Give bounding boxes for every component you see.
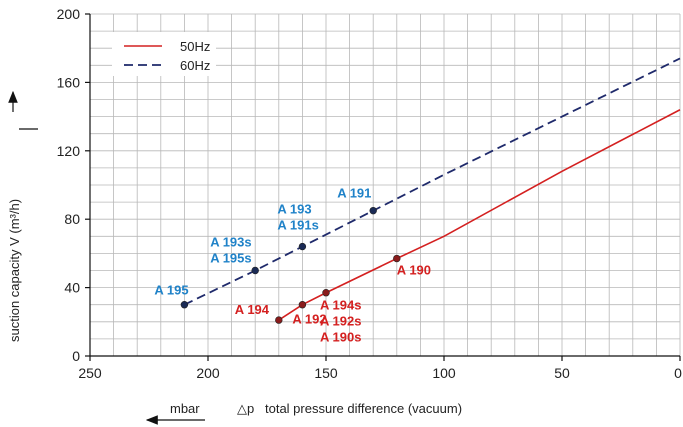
x-tick-label: 150 — [314, 365, 338, 381]
model-label: A 191 — [337, 186, 371, 201]
legend-label-50hz: 50Hz — [180, 39, 210, 54]
model-label: A 193s — [210, 235, 251, 250]
y-tick-label: 80 — [64, 211, 80, 227]
legend: 50Hz 60Hz — [112, 32, 216, 76]
x-tick-label: 0 — [674, 365, 682, 381]
x-tick-label: 100 — [432, 365, 456, 381]
data-point-marker — [393, 254, 401, 263]
data-point-marker — [298, 242, 307, 251]
y-axis-label: suction capacity V (m³/h) — [7, 199, 22, 342]
x-axis-label: total pressure difference (vacuum) — [265, 401, 462, 416]
data-point-marker — [322, 289, 330, 297]
model-label: A 195s — [210, 251, 251, 266]
model-label: A 194s — [320, 298, 361, 313]
x-axis-symbol: △p — [237, 401, 254, 416]
model-label: A 193 — [277, 202, 311, 217]
x-axis-unit: mbar — [170, 401, 200, 416]
y-tick-label: 40 — [64, 280, 80, 296]
data-point-marker — [369, 206, 377, 215]
model-label: A 194 — [235, 302, 270, 317]
data-point-marker — [180, 301, 189, 309]
y-tick-label: 0 — [72, 348, 80, 364]
data-markers — [180, 206, 401, 324]
x-axis-title: mbar △p total pressure difference (vacuu… — [145, 401, 462, 425]
model-label: A 192s — [320, 314, 361, 329]
data-point-marker — [275, 316, 283, 324]
model-label: A 191s — [277, 218, 318, 233]
x-tick-label: 50 — [554, 365, 570, 381]
model-label: A 190 — [397, 263, 431, 278]
model-label: A 195 — [154, 283, 188, 298]
y-axis-title: suction capacity V (m³/h) — [7, 90, 38, 342]
y-tick-label: 200 — [57, 6, 81, 22]
model-label: A 190s — [320, 330, 361, 345]
x-tick-label: 200 — [196, 365, 220, 381]
x-tick-label: 250 — [78, 365, 102, 381]
model-label: A 192 — [292, 312, 326, 327]
axes: 250 200 150 100 50 0 0 40 80 120 160 200 — [57, 6, 682, 381]
y-tick-label: 120 — [57, 143, 81, 159]
legend-label-60hz: 60Hz — [180, 58, 210, 73]
y-tick-label: 160 — [57, 74, 81, 90]
data-point-marker — [251, 266, 259, 275]
legend-box — [112, 32, 216, 76]
data-point-marker — [298, 301, 307, 309]
